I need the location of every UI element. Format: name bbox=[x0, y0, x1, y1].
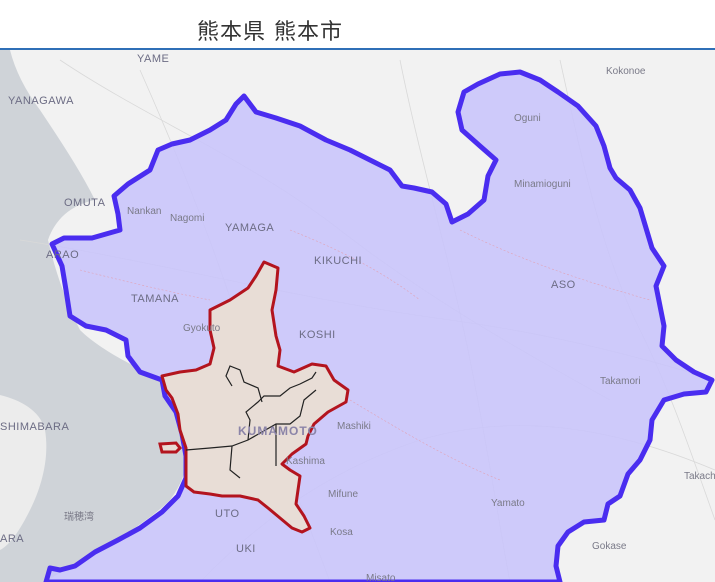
label-ara: ARA bbox=[0, 533, 24, 545]
label-arao: ARAO bbox=[46, 249, 79, 261]
map-view[interactable]: YAME Kokonoe YANAGAWA Oguni Minamioguni … bbox=[0, 50, 715, 582]
label-yamaga: YAMAGA bbox=[225, 222, 274, 234]
label-takachiho: Takachiho bbox=[684, 471, 715, 482]
page-title: 熊本県 熊本市 bbox=[197, 20, 343, 45]
label-gyokuto: Gyokuto bbox=[183, 323, 221, 334]
label-oguni: Oguni bbox=[514, 113, 541, 124]
place-labels: YAME Kokonoe YANAGAWA Oguni Minamioguni … bbox=[0, 53, 715, 582]
city-boundary bbox=[160, 260, 350, 534]
label-kumamoto: KUMAMOTO bbox=[238, 424, 318, 438]
label-misato: Misato bbox=[366, 573, 396, 582]
label-yamato: Yamato bbox=[491, 498, 525, 509]
label-kosa: Kosa bbox=[330, 527, 353, 538]
label-omuta: OMUTA bbox=[64, 197, 106, 209]
ward-boundaries bbox=[185, 365, 317, 479]
label-nagomi: Nagomi bbox=[170, 213, 204, 224]
label-takamori: Takamori bbox=[600, 376, 641, 387]
label-mifune: Mifune bbox=[328, 489, 358, 500]
municipal-boundaries bbox=[79, 229, 651, 481]
label-uki: UKI bbox=[236, 543, 256, 555]
label-mizuho: 瑞穂湾 bbox=[64, 510, 94, 523]
label-aso: ASO bbox=[551, 279, 576, 291]
map-canvas[interactable]: YAME Kokonoe YANAGAWA Oguni Minamioguni … bbox=[0, 50, 715, 582]
sea-area bbox=[0, 50, 187, 582]
label-nankan: Nankan bbox=[127, 206, 161, 217]
label-tamana: TAMANA bbox=[131, 293, 179, 305]
label-kashima: Kashima bbox=[286, 456, 325, 467]
label-uto: UTO bbox=[215, 508, 240, 520]
label-yame: YAME bbox=[137, 53, 169, 65]
label-koshi: KOSHI bbox=[299, 329, 336, 341]
label-minamioguni: Minamioguni bbox=[514, 179, 571, 190]
city-islet bbox=[158, 441, 183, 454]
label-gokase: Gokase bbox=[592, 541, 627, 552]
label-kokonoe: Kokonoe bbox=[606, 66, 646, 77]
label-shimabara: SHIMABARA bbox=[0, 421, 69, 433]
map-header: 熊本県 熊本市 bbox=[0, 0, 715, 50]
peninsula-land bbox=[0, 395, 47, 550]
label-mashiki: Mashiki bbox=[337, 421, 371, 432]
label-yanagawa: YANAGAWA bbox=[8, 95, 74, 107]
label-kikuchi: KIKUCHI bbox=[314, 255, 362, 267]
